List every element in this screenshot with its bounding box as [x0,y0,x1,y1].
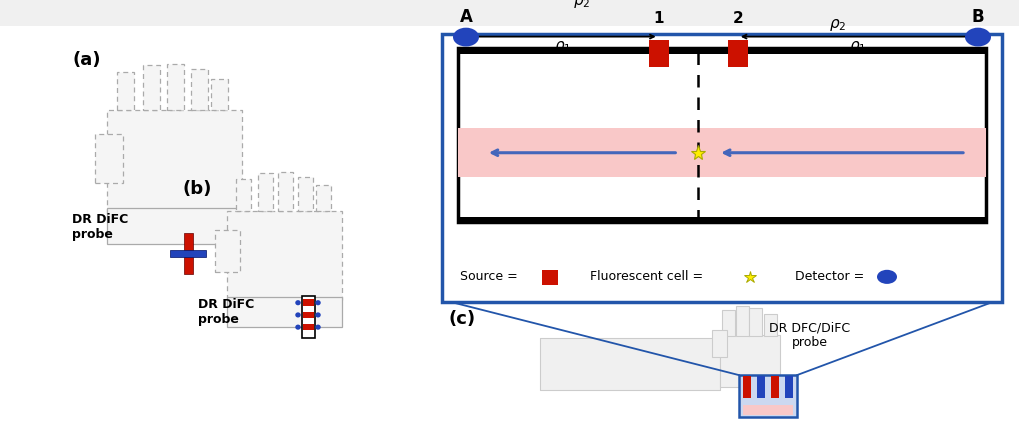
Ellipse shape [315,324,320,330]
Bar [541,270,557,285]
Bar [739,375,796,417]
Bar [719,335,780,387]
Bar [215,230,239,272]
Bar [107,111,242,214]
Bar [277,172,292,211]
Bar [720,310,734,336]
Text: DR DFC/DiFC
probe: DR DFC/DiFC probe [768,321,850,349]
Ellipse shape [294,300,301,305]
Bar [116,72,133,111]
Text: $\rho_1$: $\rho_1$ [553,39,571,55]
Bar [539,338,719,390]
Ellipse shape [294,324,301,330]
Bar [749,308,762,336]
Text: 1: 1 [653,11,663,26]
Bar [303,311,313,318]
Bar [785,375,792,398]
Bar [458,48,985,54]
Bar [711,330,727,357]
Bar [107,208,242,244]
Bar [770,375,777,398]
Ellipse shape [876,270,896,284]
Bar [763,314,775,336]
Bar [315,185,330,211]
Bar [166,64,183,111]
Bar [756,375,764,398]
Text: Source =: Source = [460,270,522,283]
Bar [235,179,251,211]
Bar [743,375,750,398]
Bar [302,296,314,338]
Text: B: B [971,8,983,26]
Bar [728,40,747,67]
Bar [735,306,748,336]
Bar [742,405,792,415]
Text: Detector =: Detector = [794,270,867,283]
Text: (a): (a) [72,51,101,69]
Bar [298,177,312,211]
Text: $\rho_1$: $\rho_1$ [849,39,866,55]
Bar [458,128,985,177]
Bar [183,233,193,274]
Bar [191,69,207,111]
Bar [143,65,159,111]
Text: DR DiFC
probe: DR DiFC probe [198,298,254,326]
Bar [170,250,206,257]
Bar [210,79,227,111]
Ellipse shape [315,312,320,318]
Bar [441,34,1001,302]
Text: $\rho_2$: $\rho_2$ [828,17,846,33]
Ellipse shape [964,28,990,47]
Ellipse shape [315,300,320,305]
Bar [95,134,123,183]
Text: DR DiFC
probe: DR DiFC probe [72,213,128,241]
Text: (c): (c) [447,310,475,328]
Text: A: A [460,8,472,26]
Text: Fluorescent cell =: Fluorescent cell = [589,270,706,283]
Bar [303,324,313,330]
Ellipse shape [452,28,479,47]
Text: 2: 2 [732,11,743,26]
Bar [458,48,985,222]
Bar [303,299,313,306]
Text: $\rho_2$: $\rho_2$ [573,0,590,10]
Ellipse shape [294,312,301,318]
Bar [227,211,341,300]
Bar [458,217,985,222]
Bar [648,40,668,67]
Bar [257,173,272,211]
Bar [227,297,341,327]
Text: (b): (b) [181,180,211,198]
